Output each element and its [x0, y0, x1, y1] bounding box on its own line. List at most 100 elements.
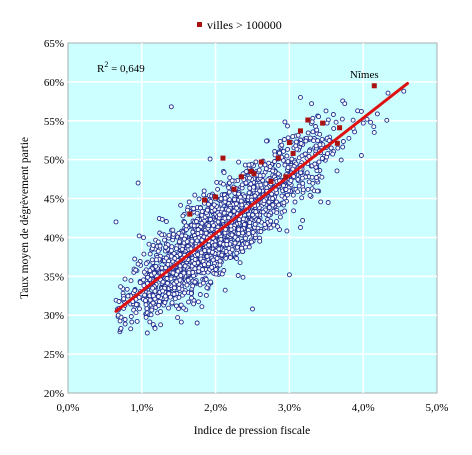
commune-point	[290, 192, 296, 198]
commune-point	[150, 300, 156, 306]
commune-point	[177, 277, 183, 283]
commune-point	[364, 116, 370, 122]
commune-point	[150, 285, 156, 291]
commune-point	[325, 151, 330, 157]
commune-point	[192, 261, 197, 266]
commune-point	[191, 301, 197, 307]
commune-point	[243, 235, 248, 241]
commune-point	[289, 156, 295, 162]
ville-point	[337, 125, 343, 131]
commune-point	[155, 294, 161, 299]
commune-point	[312, 161, 318, 167]
commune-point	[212, 242, 218, 248]
commune-point	[157, 243, 163, 249]
commune-point	[168, 248, 174, 254]
y-axis-title: Taux moyen de dégrèvement partie	[19, 137, 31, 299]
commune-point	[235, 273, 241, 278]
commune-point	[285, 159, 291, 165]
r-squared-annotation: R2 = 0,649	[97, 60, 145, 75]
commune-point	[215, 186, 221, 192]
commune-point	[219, 206, 225, 212]
commune-point	[151, 270, 157, 276]
commune-point	[194, 238, 200, 244]
commune-point	[350, 117, 356, 123]
commune-point	[295, 176, 301, 182]
commune-point	[165, 261, 171, 267]
x-tick-label: 4,0%	[352, 402, 375, 414]
commune-point	[285, 165, 291, 171]
commune-point	[290, 134, 296, 140]
commune-point	[385, 90, 391, 96]
commune-point	[116, 299, 122, 304]
commune-point	[145, 274, 151, 280]
commune-point	[273, 219, 279, 225]
commune-point	[209, 249, 215, 255]
commune-point	[186, 299, 192, 305]
commune-point	[281, 137, 287, 142]
ville-point	[202, 197, 208, 203]
commune-point	[155, 248, 161, 254]
commune-point	[243, 180, 249, 186]
commune-point	[136, 294, 142, 300]
commune-point	[171, 291, 177, 297]
ville-point	[334, 140, 340, 146]
commune-point	[291, 208, 297, 214]
commune-point	[162, 237, 167, 243]
commune-point	[295, 189, 301, 195]
commune-point	[234, 244, 240, 250]
commune-point	[309, 174, 315, 180]
commune-point	[227, 255, 233, 260]
commune-point	[295, 132, 301, 138]
commune-point	[384, 117, 390, 123]
commune-point	[195, 231, 201, 236]
commune-point	[277, 150, 282, 156]
commune-point	[331, 126, 337, 132]
commune-point	[200, 267, 205, 272]
commune-point	[175, 268, 181, 274]
commune-point	[201, 192, 207, 198]
commune-point	[191, 206, 197, 212]
commune-point	[147, 251, 153, 257]
commune-point	[360, 120, 366, 126]
commune-point	[152, 325, 158, 331]
commune-point	[368, 119, 374, 125]
commune-point	[129, 319, 135, 325]
commune-point	[194, 320, 200, 326]
commune-point	[188, 290, 194, 296]
commune-point	[141, 269, 147, 275]
commune-point	[226, 185, 232, 191]
commune-point	[299, 153, 305, 159]
commune-point	[218, 196, 224, 202]
commune-point	[150, 293, 156, 299]
commune-point	[314, 127, 320, 133]
ville-point	[258, 159, 264, 165]
commune-point	[163, 265, 169, 271]
commune-point	[206, 223, 212, 229]
commune-point	[263, 181, 269, 187]
commune-point	[313, 143, 319, 149]
commune-point	[257, 238, 263, 244]
commune-point	[247, 175, 252, 181]
commune-point	[213, 271, 219, 277]
commune-point	[232, 197, 237, 203]
commune-point	[326, 138, 332, 143]
nimes-label: Nîmes	[350, 69, 379, 81]
commune-point	[335, 145, 341, 151]
commune-point	[274, 210, 280, 216]
commune-point	[189, 295, 194, 301]
commune-point	[270, 202, 276, 208]
commune-point	[303, 138, 309, 144]
commune-point	[133, 267, 139, 273]
x-tick-labels: 0,0% 1,0% 2,0% 3,0% 4,0% 5,0%	[57, 402, 449, 414]
ville-point	[248, 168, 254, 174]
commune-point	[185, 207, 190, 213]
ville-point	[268, 178, 274, 184]
commune-point	[298, 141, 304, 146]
commune-point	[307, 192, 313, 198]
commune-point	[181, 270, 187, 276]
commune-point	[282, 162, 288, 168]
commune-point	[175, 315, 181, 321]
commune-point	[185, 277, 191, 283]
commune-point	[316, 159, 322, 165]
